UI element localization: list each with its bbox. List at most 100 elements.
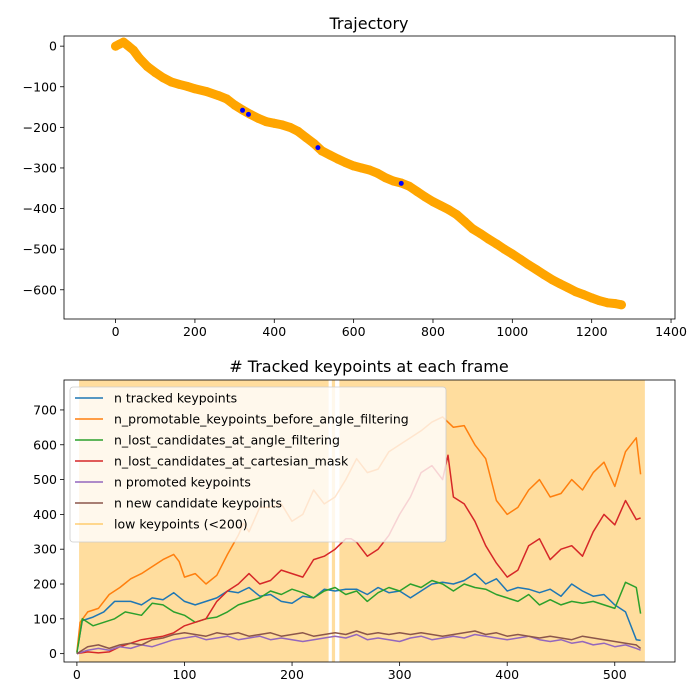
- keypoints-x-axis: 0 100 200 300 400 500: [73, 662, 627, 682]
- trajectory-chart: Trajectory 0 200 400 600 800 1000 1200 1400 0 −1…: [23, 14, 687, 339]
- trajectory-point: [539, 270, 549, 280]
- series-line-1: [76, 572, 641, 653]
- trajectory-point: [563, 283, 573, 293]
- trajectory-point: [301, 133, 311, 143]
- trajectory-point: [285, 122, 295, 132]
- trajectory-point: [531, 264, 541, 274]
- x-tick-label: 100: [173, 667, 197, 682]
- trajectory-point: [182, 81, 192, 91]
- trajectory-point: [174, 79, 184, 89]
- trajectory-point: [579, 290, 589, 300]
- trajectory-point: [128, 45, 138, 55]
- trajectory-point: [277, 120, 287, 130]
- y-tick-label: 100: [33, 611, 57, 626]
- legend-label: n_lost_candidates_at_angle_filtering: [114, 433, 340, 448]
- trajectory-point: [571, 287, 581, 297]
- y-tick-label: −300: [23, 160, 57, 175]
- y-tick-label: 0: [49, 39, 57, 54]
- trajectory-point: [158, 73, 168, 83]
- x-tick-label: 400: [495, 667, 519, 682]
- trajectory-plot-area: [111, 37, 626, 310]
- trajectory-axes-frame: [63, 35, 676, 320]
- y-tick-label: −600: [23, 282, 57, 297]
- trajectory-point: [372, 168, 382, 178]
- trajectory-point: [460, 217, 470, 227]
- keypoints-legend: n tracked keypoints n_promotable_keypoint…: [69, 386, 447, 543]
- keypoints-chart: # Tracked keypoints at each frame 0 100 20…: [33, 357, 676, 682]
- trajectory-point: [222, 94, 232, 104]
- trajectory-point: [293, 126, 303, 136]
- legend-entry: n_lost_candidates_at_angle_filtering: [75, 433, 340, 448]
- trajectory-highlight-point: [245, 111, 251, 117]
- y-tick-label: −500: [23, 242, 57, 257]
- legend-patch-swatch: [75, 523, 103, 525]
- trajectory-point: [616, 300, 626, 310]
- x-tick-label: 200: [280, 667, 304, 682]
- legend-label: n promoted keypoints: [114, 475, 251, 490]
- series-line-5: [76, 633, 641, 655]
- trajectory-point: [547, 275, 557, 285]
- keypoints-title: # Tracked keypoints at each frame: [229, 357, 508, 376]
- trajectory-point: [515, 254, 525, 264]
- x-tick-label: 400: [262, 324, 286, 339]
- trajectory-point: [452, 210, 462, 220]
- trajectory-point: [507, 249, 517, 259]
- legend-entry: n_promotable_keypoints_before_angle_filt…: [75, 412, 409, 427]
- legend-entry: low keypoints (<200): [75, 517, 248, 532]
- legend-label: n tracked keypoints: [114, 391, 237, 406]
- legend-entry: n_lost_candidates_at_cartesian_mask: [75, 454, 349, 469]
- trajectory-point: [142, 61, 152, 71]
- trajectory-point: [476, 229, 486, 239]
- trajectory-point: [587, 293, 597, 303]
- y-tick-label: 400: [33, 507, 57, 522]
- y-tick-label: −200: [23, 120, 57, 135]
- x-tick-label: 600: [342, 324, 366, 339]
- x-tick-label: 1200: [576, 324, 608, 339]
- trajectory-point: [491, 239, 501, 249]
- trajectory-highlight-point: [240, 107, 246, 113]
- trajectory-point: [202, 87, 212, 97]
- x-tick-label: 500: [603, 667, 627, 682]
- trajectory-point: [499, 244, 509, 254]
- trajectory-point: [261, 117, 271, 127]
- trajectory-highlight-point: [315, 145, 321, 151]
- trajectory-point: [341, 158, 351, 168]
- trajectory-point: [269, 118, 279, 128]
- trajectory-point: [150, 68, 160, 78]
- trajectory-point: [230, 100, 240, 110]
- legend-entry: n promoted keypoints: [75, 475, 251, 490]
- y-tick-label: −400: [23, 201, 57, 216]
- trajectory-point: [404, 181, 414, 191]
- y-tick-label: 500: [33, 472, 57, 487]
- trajectory-point: [365, 165, 374, 175]
- series-line-4: [76, 454, 641, 655]
- trajectory-point: [333, 154, 343, 164]
- trajectory-point: [603, 298, 613, 308]
- series-line-3: [76, 579, 642, 654]
- trajectory-point: [468, 224, 478, 234]
- legend-label: n_promotable_keypoints_before_angle_filt…: [114, 412, 409, 427]
- trajectory-point: [190, 84, 200, 94]
- legend-entry: n new candidate keypoints: [75, 496, 282, 511]
- y-tick-label: 600: [33, 437, 57, 452]
- legend-label: n_lost_candidates_at_cartesian_mask: [114, 454, 349, 469]
- x-tick-label: 1000: [496, 324, 528, 339]
- trajectory-point: [166, 77, 176, 87]
- trajectory-x-axis: 0 200 400 600 800 1000 1200 1400: [112, 319, 687, 339]
- trajectory-title: Trajectory: [329, 14, 409, 33]
- legend-label: low keypoints (<200): [114, 517, 248, 532]
- x-tick-label: 0: [73, 667, 81, 682]
- x-tick-label: 1400: [655, 324, 687, 339]
- trajectory-point: [349, 161, 359, 171]
- y-tick-label: 0: [49, 646, 57, 661]
- y-tick-label: 700: [33, 402, 57, 417]
- keypoints-axes-frame: [63, 379, 676, 663]
- trajectory-point: [253, 113, 263, 123]
- y-tick-label: 200: [33, 577, 57, 592]
- x-tick-label: 0: [112, 324, 120, 339]
- x-tick-label: 800: [421, 324, 445, 339]
- trajectory-point: [325, 150, 335, 160]
- trajectory-point: [436, 201, 446, 211]
- trajectory-point: [428, 197, 438, 207]
